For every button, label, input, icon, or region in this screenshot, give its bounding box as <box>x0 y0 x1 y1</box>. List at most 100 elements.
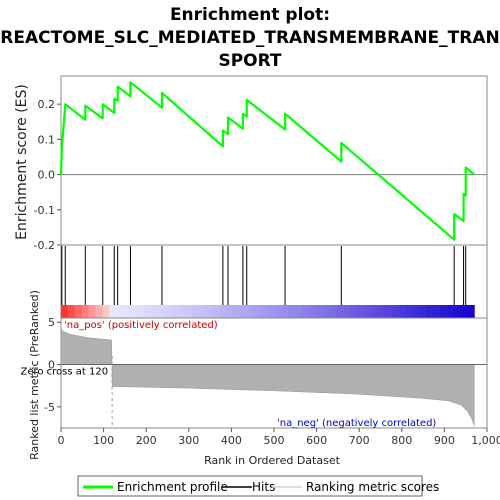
x-axis-label: Rank in Ordered Dataset <box>204 454 341 467</box>
ranking-color-segment <box>343 305 351 318</box>
x-tick-label: 1,000 <box>471 434 500 447</box>
ranking-color-segment <box>143 305 152 318</box>
ranking-color-segment <box>329 305 337 318</box>
ranking-color-segment <box>384 305 393 318</box>
chart-title-line-3: SPORT <box>218 51 281 71</box>
metric-y-axis-label: Ranked list metric (PreRanked) <box>28 290 41 460</box>
ranking-color-segment <box>432 305 441 318</box>
legend-hits-label: Hits <box>252 480 275 494</box>
ranking-color-segment <box>412 305 420 318</box>
x-tick-label: 0 <box>58 434 65 447</box>
ranking-color-segment <box>302 305 310 318</box>
ranking-color-segment <box>288 305 296 318</box>
ranking-color-segment <box>74 305 83 318</box>
ranking-color-segment <box>377 305 386 318</box>
x-tick-label: 300 <box>178 434 199 447</box>
x-tick-label: 900 <box>434 434 455 447</box>
ranking-color-segment <box>129 305 138 318</box>
hits-panel <box>60 244 488 319</box>
ranking-color-segment <box>171 305 179 318</box>
ranking-color-segment <box>453 305 461 318</box>
ranking-color-segment <box>370 305 379 318</box>
legend-enrichment-label: Enrichment profile <box>117 480 228 494</box>
ranking-color-segment <box>336 305 344 318</box>
ranking-color-segment <box>212 305 220 318</box>
ranking-color-segment <box>405 305 413 318</box>
ranking-color-segment <box>274 305 282 318</box>
ranking-color-segment <box>260 305 269 318</box>
ranking-color-segment <box>150 305 158 318</box>
ranking-color-segment <box>67 305 76 318</box>
ranking-color-segment <box>240 305 248 318</box>
ranking-metric-area <box>60 326 475 427</box>
chart-title-line-2: REACTOME_SLC_MEDIATED_TRANSMEMBRANE_TRAN <box>0 28 499 48</box>
ranking-color-segment <box>308 305 317 318</box>
ranking-color-segment <box>184 305 193 318</box>
ranking-color-segment <box>116 305 124 318</box>
zero-cross-label: Zero cross at 120 <box>20 367 108 378</box>
ranking-color-segment <box>426 305 434 318</box>
ranking-color-segment <box>295 305 303 318</box>
metric-y-tick-label: 5 <box>48 316 55 329</box>
ranking-color-segment <box>439 305 448 318</box>
ranking-color-segment <box>88 305 96 318</box>
ranking-color-segment <box>219 305 227 318</box>
ranking-color-segment <box>391 305 399 318</box>
ranking-color-segment <box>246 305 255 318</box>
negative-correlation-label: 'na_neg' (negatively correlated) <box>277 418 436 429</box>
ranking-color-segment <box>315 305 324 318</box>
ranking-color-segment <box>398 305 406 318</box>
ranking-color-segment <box>109 305 117 318</box>
x-tick-label: 500 <box>264 434 285 447</box>
legend-metric-label: Ranking metric scores <box>306 480 439 494</box>
ranking-color-segment <box>467 305 475 318</box>
metric-y-tick-label: 0 <box>48 359 55 372</box>
x-tick-label: 800 <box>391 434 412 447</box>
ranking-color-segment <box>122 305 131 318</box>
es-y-tick-label: 0.1 <box>38 133 56 146</box>
ranking-color-segment <box>226 305 234 318</box>
ranking-color-segment <box>61 305 69 318</box>
es-y-tick-label: 0.0 <box>38 169 56 182</box>
ranking-color-segment <box>419 305 427 318</box>
ranking-color-segment <box>233 305 241 318</box>
positive-correlation-label: 'na_pos' (positively correlated) <box>64 320 218 331</box>
x-tick-label: 700 <box>349 434 370 447</box>
es-y-axis-label: Enrichment score (ES) <box>14 84 30 240</box>
ranking-color-segment <box>95 305 103 318</box>
ranking-color-segment <box>281 305 289 318</box>
metric-panel: Zero cross at 120 5 0 -5 <box>20 316 488 429</box>
ranking-color-segment <box>164 305 172 318</box>
ranking-color-segment <box>460 305 468 318</box>
x-tick-label: 200 <box>136 434 157 447</box>
x-axis: 0 100 200 300 400 500 600 700 800 900 1,000 <box>58 428 500 447</box>
chart-title-line-1: Enrichment plot: <box>170 5 330 25</box>
ranking-color-segment <box>267 305 275 318</box>
ranking-color-segment <box>253 305 262 318</box>
ranking-color-segment <box>350 305 358 318</box>
ranking-color-segment <box>178 305 186 318</box>
ranking-color-segment <box>102 305 110 318</box>
enrichment-profile-line <box>59 81 475 241</box>
ranking-color-segment <box>446 305 455 318</box>
ranking-color-segment <box>357 305 365 318</box>
ranking-color-segment <box>205 305 214 318</box>
es-panel-frame <box>60 75 488 246</box>
legend: Enrichment profile Hits Ranking metric s… <box>77 475 439 497</box>
es-y-tick-label: -0.2 <box>34 239 55 252</box>
ranking-color-segment <box>157 305 165 318</box>
es-y-tick-label: -0.1 <box>34 204 55 217</box>
es-y-tick-label: 0.2 <box>38 98 56 111</box>
x-tick-label: 100 <box>93 434 114 447</box>
es-panel: -0.2 -0.1 0.0 0.1 0.2 <box>34 75 488 252</box>
ranking-color-segment <box>191 305 200 318</box>
ranking-color-segment <box>322 305 331 318</box>
ranking-color-segment <box>364 305 372 318</box>
x-tick-label: 400 <box>221 434 242 447</box>
ranking-color-segment <box>198 305 207 318</box>
x-tick-label: 600 <box>306 434 327 447</box>
ranking-color-segment <box>81 305 90 318</box>
metric-y-tick-label: -5 <box>44 401 55 414</box>
ranking-color-segment <box>136 305 145 318</box>
